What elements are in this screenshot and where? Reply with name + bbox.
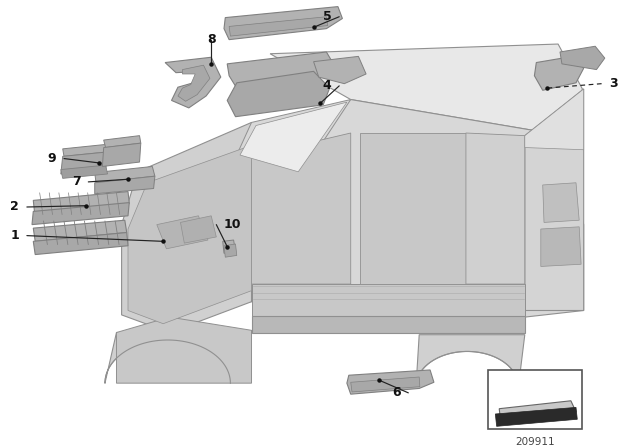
Polygon shape bbox=[180, 216, 216, 243]
Polygon shape bbox=[314, 56, 366, 84]
Polygon shape bbox=[236, 99, 584, 317]
Polygon shape bbox=[224, 7, 342, 39]
Polygon shape bbox=[33, 220, 127, 241]
Polygon shape bbox=[122, 122, 252, 332]
Polygon shape bbox=[499, 401, 576, 419]
Polygon shape bbox=[224, 244, 237, 257]
Polygon shape bbox=[240, 102, 347, 172]
Polygon shape bbox=[229, 17, 328, 36]
FancyBboxPatch shape bbox=[488, 370, 582, 429]
Polygon shape bbox=[543, 183, 579, 222]
Polygon shape bbox=[33, 192, 129, 212]
Polygon shape bbox=[128, 145, 252, 324]
Polygon shape bbox=[104, 136, 141, 147]
Polygon shape bbox=[178, 65, 210, 101]
Text: 3: 3 bbox=[609, 77, 618, 90]
Polygon shape bbox=[105, 332, 244, 383]
Polygon shape bbox=[223, 240, 236, 253]
Polygon shape bbox=[534, 56, 584, 90]
Polygon shape bbox=[252, 316, 525, 332]
Polygon shape bbox=[351, 377, 420, 392]
Polygon shape bbox=[360, 133, 466, 284]
Polygon shape bbox=[95, 176, 155, 194]
Polygon shape bbox=[416, 335, 525, 387]
Polygon shape bbox=[525, 89, 584, 310]
Text: 9: 9 bbox=[48, 152, 56, 165]
Text: 5: 5 bbox=[323, 10, 332, 23]
Polygon shape bbox=[252, 133, 351, 284]
Polygon shape bbox=[32, 202, 129, 224]
Text: 209911: 209911 bbox=[515, 437, 555, 448]
Text: 2: 2 bbox=[10, 201, 19, 214]
Polygon shape bbox=[102, 143, 141, 167]
Polygon shape bbox=[525, 89, 584, 150]
Polygon shape bbox=[560, 46, 605, 69]
Text: 4: 4 bbox=[323, 79, 332, 92]
Polygon shape bbox=[347, 370, 434, 394]
Polygon shape bbox=[61, 165, 108, 178]
Polygon shape bbox=[541, 227, 581, 267]
Polygon shape bbox=[165, 57, 221, 108]
Text: 1: 1 bbox=[10, 229, 19, 242]
Polygon shape bbox=[116, 317, 252, 383]
Text: 6: 6 bbox=[392, 386, 401, 399]
Polygon shape bbox=[495, 407, 577, 426]
Polygon shape bbox=[270, 44, 582, 136]
Polygon shape bbox=[252, 284, 525, 317]
Polygon shape bbox=[157, 216, 208, 249]
Polygon shape bbox=[466, 133, 525, 284]
Polygon shape bbox=[227, 71, 330, 117]
Text: 7: 7 bbox=[72, 175, 81, 189]
Polygon shape bbox=[33, 233, 128, 254]
Polygon shape bbox=[63, 144, 108, 156]
Polygon shape bbox=[95, 167, 155, 183]
Text: 10: 10 bbox=[224, 218, 241, 231]
Text: 8: 8 bbox=[207, 33, 216, 46]
Polygon shape bbox=[236, 99, 351, 175]
Polygon shape bbox=[61, 152, 108, 174]
Polygon shape bbox=[227, 52, 336, 90]
